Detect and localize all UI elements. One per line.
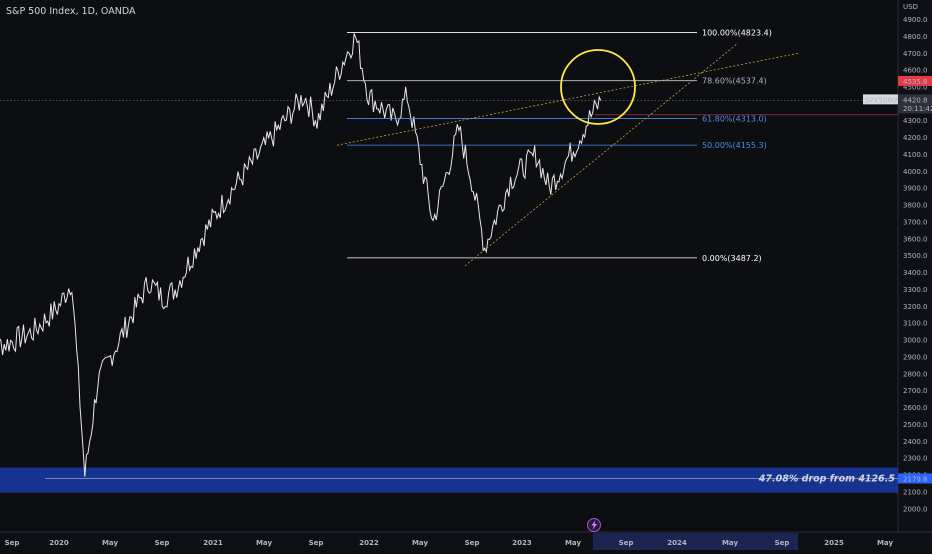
time-tick-label: May [877,539,893,547]
price-tick-label: 2400.0 [903,438,928,446]
time-tick-label: 2024 [667,539,687,547]
price-tick-label: 4800.0 [903,33,928,41]
time-tick-label: Sep [309,539,324,547]
time-tick-label: 2023 [512,539,532,547]
price-tick-label: 3500.0 [903,252,928,260]
time-tick-label: May [722,539,738,547]
fib-level-label: 50.00%(4155.3) [702,141,767,150]
price-tick-label: 4300.0 [903,117,928,125]
price-tick-label: 4000.0 [903,168,928,176]
currency-label: USD [903,3,918,11]
price-tick-label: 3600.0 [903,235,928,243]
price-tick-label: 2900.0 [903,353,928,361]
price-axis-panel [898,0,932,532]
fib-level-label: 100.00%(4823.4) [702,28,772,37]
ref-price-badge [898,75,932,86]
price-tick-label: 3200.0 [903,303,928,311]
price-tick-label: 4100.0 [903,151,928,159]
time-tick-label: 2021 [203,539,223,547]
ref-price-badge-text: 4535.8 [903,78,928,86]
fib-level-label: 78.60%(4537.4) [702,77,767,86]
price-tick-label: 2600.0 [903,404,928,412]
price-tick-label: 4700.0 [903,50,928,58]
price-tick-label: 3100.0 [903,320,928,328]
price-tick-label: 2300.0 [903,455,928,463]
price-tick-label: 3700.0 [903,218,928,226]
time-tick-label: 2025 [824,539,844,547]
trend-line-lower [464,42,739,267]
time-tick-label: Sep [619,539,634,547]
time-tick-label: Sep [155,539,170,547]
time-tick-label: May [565,539,581,547]
price-tick-label: 3900.0 [903,185,928,193]
symbol-badge-text: SPX500USD [865,96,907,104]
drop-annotation: 47.08% drop from 4126.5 [758,473,896,484]
low-price-badge [898,473,932,484]
price-tick-label: 3400.0 [903,269,928,277]
low-price-badge-text: 2179.8 [903,475,928,483]
time-tick-label: May [412,539,428,547]
time-tick-label: 2022 [359,539,379,547]
last-price-text: 4420.8 [903,96,928,104]
price-tick-label: 4600.0 [903,67,928,75]
price-tick-label: 2500.0 [903,421,928,429]
price-tick-label: 2700.0 [903,387,928,395]
highlight-circle [560,49,636,125]
price-tick-label: 3800.0 [903,202,928,210]
price-tick-label: 2000.0 [903,505,928,513]
support-band [0,467,898,493]
price-tick-label: 2800.0 [903,370,928,378]
lightning-icon-bolt [591,520,597,530]
price-tick-label: 4900.0 [903,16,928,24]
time-tick-label: Sep [775,539,790,547]
time-tick-label: May [256,539,272,547]
fib-level-label: 0.00%(3487.2) [702,254,762,263]
chart-title: S&P 500 Index, 1D, OANDA [6,6,136,17]
price-tick-label: 4200.0 [903,134,928,142]
time-tick-label: Sep [5,539,20,547]
time-tick-label: Sep [465,539,480,547]
price-tick-label: 4500.0 [903,84,928,92]
price-tick-label: 3000.0 [903,337,928,345]
countdown-text: 20:11:42 [903,105,932,113]
price-tick-label: 3300.0 [903,286,928,294]
last-price-badge [898,94,932,114]
price-tick-label: 2100.0 [903,488,928,496]
time-tick-label: 2020 [49,539,69,547]
time-tick-label: May [102,539,118,547]
time-range-highlight [593,533,798,550]
price-series-line [0,33,602,477]
symbol-badge [863,94,898,105]
fib-level-label: 61.80%(4313.0) [702,115,767,124]
